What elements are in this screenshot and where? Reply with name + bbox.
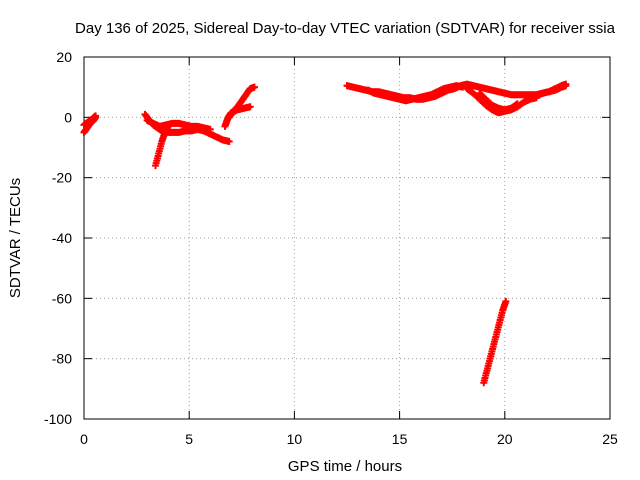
x-tick-label: 0 [80,431,88,447]
x-axis-title: GPS time / hours [288,458,402,475]
y-tick-label: -80 [52,351,72,367]
data-point [459,83,467,91]
tick-labels: 0 5 10 15 20 25 -100 -80 -60 -40 -20 0 20 [44,49,618,447]
y-axis-title: SDTVAR / TECUs [7,178,24,298]
y-tick-label: -60 [52,290,72,306]
data-point [92,112,100,120]
x-tick-label: 15 [392,431,408,447]
data-point [206,125,214,133]
data-point [562,82,570,90]
x-tick-label: 20 [497,431,513,447]
y-tick-label: -100 [44,411,72,427]
chart-title: Day 136 of 2025, Sidereal Day-to-day VTE… [75,20,616,37]
data-point [246,103,254,111]
grid-lines [84,57,610,419]
data-point [502,297,510,305]
data-marks [80,80,570,387]
data-point [225,137,233,145]
x-tick-label: 10 [287,431,303,447]
y-tick-label: -20 [52,170,72,186]
x-tick-label: 5 [185,431,193,447]
y-tick-label: 20 [56,49,72,65]
data-point [164,122,172,130]
axis-ticks [83,56,611,420]
y-tick-label: 0 [64,109,72,125]
y-tick-label: -40 [52,230,72,246]
x-tick-label: 25 [602,431,618,447]
data-point [250,83,258,91]
plot-frame [83,56,611,420]
data-point [513,100,521,108]
